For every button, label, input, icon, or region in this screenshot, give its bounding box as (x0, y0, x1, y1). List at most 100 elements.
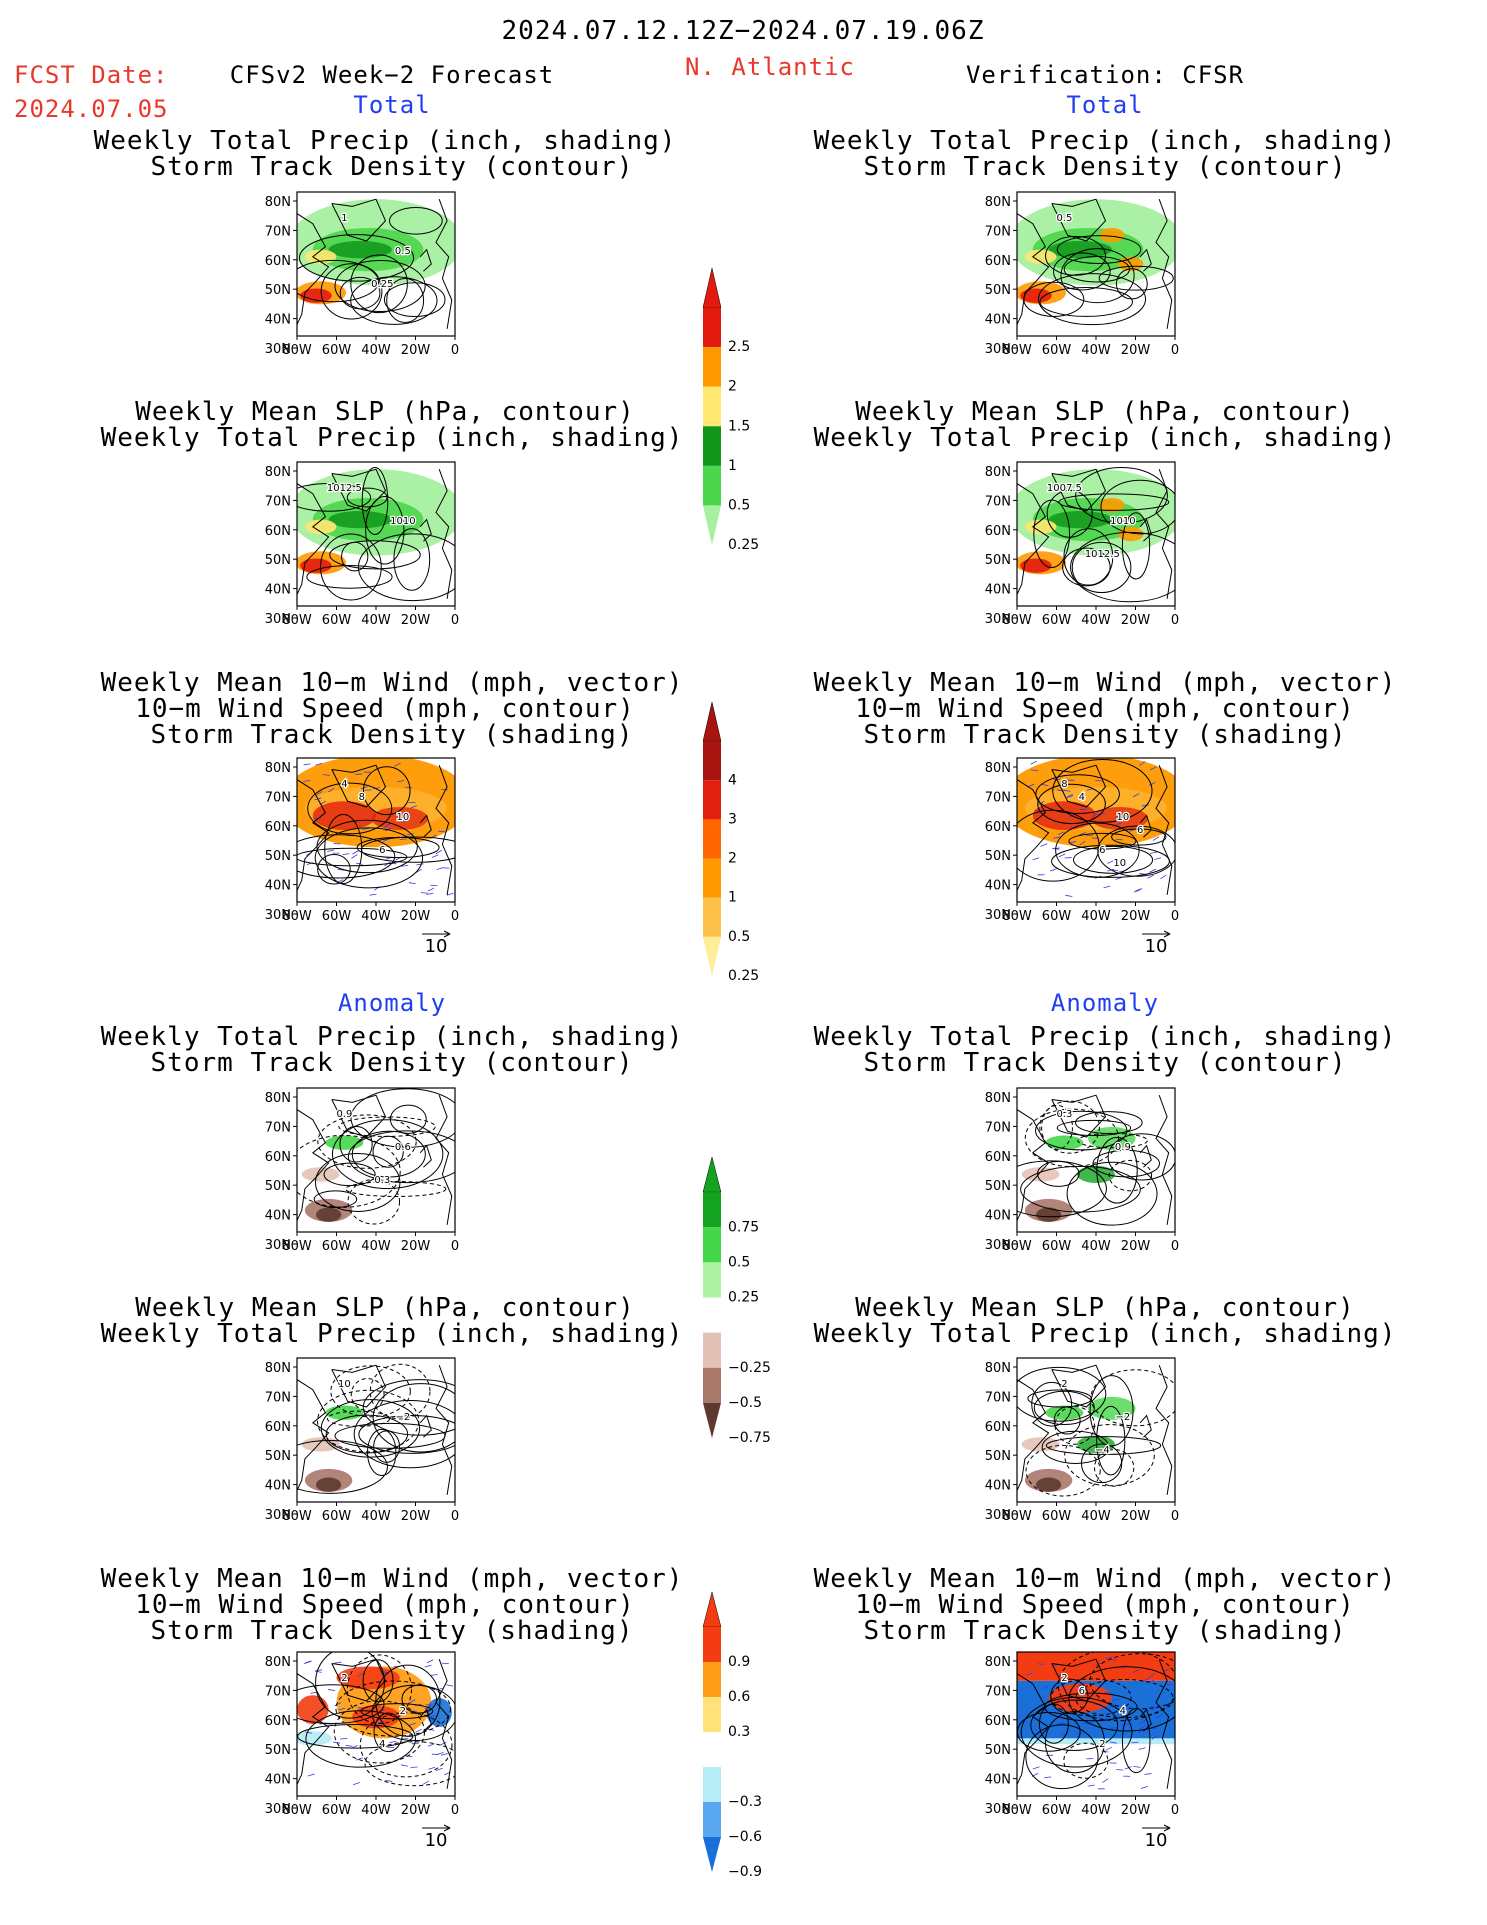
wind-vector (351, 854, 358, 859)
wind-vector (337, 869, 345, 871)
wind-vector (1037, 801, 1045, 805)
colorbar-label: −0.3 (728, 1794, 762, 1810)
precip-shading (1024, 249, 1057, 264)
lon-tick-label: 20W (1121, 613, 1151, 628)
lat-tick-label: 70N (265, 1120, 291, 1135)
lon-tick-label: 40W (361, 909, 391, 924)
contour-line (371, 1684, 455, 1742)
lat-tick-label: 70N (985, 1684, 1011, 1699)
precip-shading (328, 240, 392, 259)
contour-line (1064, 1424, 1155, 1487)
colorbar-swatch (703, 1767, 721, 1802)
colorbar-label: −0.5 (728, 1395, 762, 1411)
contour-label: 2 (1099, 1739, 1105, 1750)
wind-vector (1092, 813, 1100, 815)
lon-tick-label: 40W (361, 1509, 391, 1524)
lon-tick-label: 60W (322, 1803, 352, 1818)
colorbar-label: 0.5 (728, 497, 750, 513)
wind-vector (319, 800, 327, 805)
precip-shading (300, 558, 332, 573)
colorbar-precip-total: 2.5 2 1.5 1 0.5 0.25 (702, 267, 759, 553)
wind-vector (385, 1779, 393, 1782)
map-field (297, 1088, 455, 1225)
vector-ref-label: 10 (425, 1830, 448, 1851)
fc-slp-total-title-2: Weekly Total Precip (inch, shading) (100, 423, 684, 453)
map-frame (296, 757, 456, 903)
wind-vector (416, 863, 424, 866)
wind-vector (384, 861, 391, 867)
lat-tick-label: 80N (985, 195, 1011, 210)
wind-vector (408, 1699, 416, 1704)
contour-line (356, 836, 440, 859)
contour-line (326, 1410, 391, 1427)
ob-wind-anom-title-3: Storm Track Density (shading) (863, 1616, 1347, 1646)
lat-tick-label: 80N (265, 1361, 291, 1376)
lon-tick-label: 80W (282, 909, 312, 924)
storm-anom-shading (426, 1698, 452, 1727)
contour-line (383, 282, 446, 317)
lat-tick-label: 80N (985, 1655, 1011, 1670)
wind-vector (1030, 760, 1038, 765)
ob-slp-total-title-2: Weekly Total Precip (inch, shading) (813, 423, 1397, 453)
wind-vector (1107, 860, 1114, 864)
wind-vector (1141, 804, 1149, 807)
wind-vector (415, 1703, 423, 1707)
coastline (297, 213, 330, 325)
storm-anom-shading (336, 1666, 400, 1690)
map-frame (296, 1087, 456, 1233)
contour-label: 6 (1099, 845, 1105, 856)
wind-vector (1065, 894, 1073, 897)
precip-shading (328, 510, 392, 529)
right-anomaly-label: Anomaly (1050, 989, 1160, 1017)
contour-line (369, 1363, 431, 1420)
ob-slp-anom-title-2: Weekly Total Precip (inch, shading) (813, 1319, 1397, 1349)
coastline (1139, 814, 1152, 838)
precip-shading (1099, 498, 1125, 513)
precip-anom-shading (1035, 1477, 1062, 1492)
precip-shading (304, 249, 337, 264)
coastline (435, 1095, 453, 1225)
colorbar-swatch (703, 1697, 721, 1732)
lon-tick-label: 20W (401, 1509, 431, 1524)
colorbar-label: 4 (728, 772, 737, 788)
precip-shading (1048, 240, 1112, 259)
contour-line (351, 1130, 426, 1178)
contour-line (1068, 1666, 1175, 1732)
lat-tick-label: 50N (985, 553, 1011, 568)
wind-vector (355, 1757, 363, 1761)
contour-label: 8 (359, 792, 365, 803)
colorbar-label: 0.5 (728, 1254, 750, 1270)
wind-vector (303, 780, 311, 782)
wind-vector (1079, 840, 1086, 846)
wind-vector (352, 850, 359, 855)
colorbar-label: 0.75 (728, 1219, 759, 1235)
coastline (1155, 1659, 1173, 1789)
contour-label: 2 (1061, 1673, 1067, 1684)
lon-tick-label: 0 (1171, 1509, 1179, 1524)
wind-vector (1147, 874, 1155, 879)
wind-vector (430, 834, 437, 839)
lon-tick-label: 60W (1042, 343, 1072, 358)
wind-vector (373, 886, 381, 891)
wind-vector (378, 1708, 385, 1714)
wind-vector (400, 1764, 408, 1767)
contour-line (1044, 1692, 1138, 1722)
contour-line (334, 1422, 446, 1449)
contour-line (1115, 268, 1148, 300)
map-field (1017, 758, 1175, 897)
map-frame (1016, 1087, 1176, 1233)
colorbar-label: 0.6 (728, 1689, 750, 1705)
contour-line (1100, 479, 1175, 535)
lat-tick-label: 70N (265, 790, 291, 805)
contour-line (389, 207, 443, 235)
contour-label: 4 (341, 779, 347, 790)
lat-tick-label: 70N (985, 1120, 1011, 1135)
lon-tick-label: 40W (361, 1803, 391, 1818)
contour-line (329, 540, 421, 570)
coastline (435, 199, 453, 329)
lat-tick-label: 80N (265, 195, 291, 210)
coastline (1051, 1364, 1107, 1408)
coastline (297, 483, 330, 595)
